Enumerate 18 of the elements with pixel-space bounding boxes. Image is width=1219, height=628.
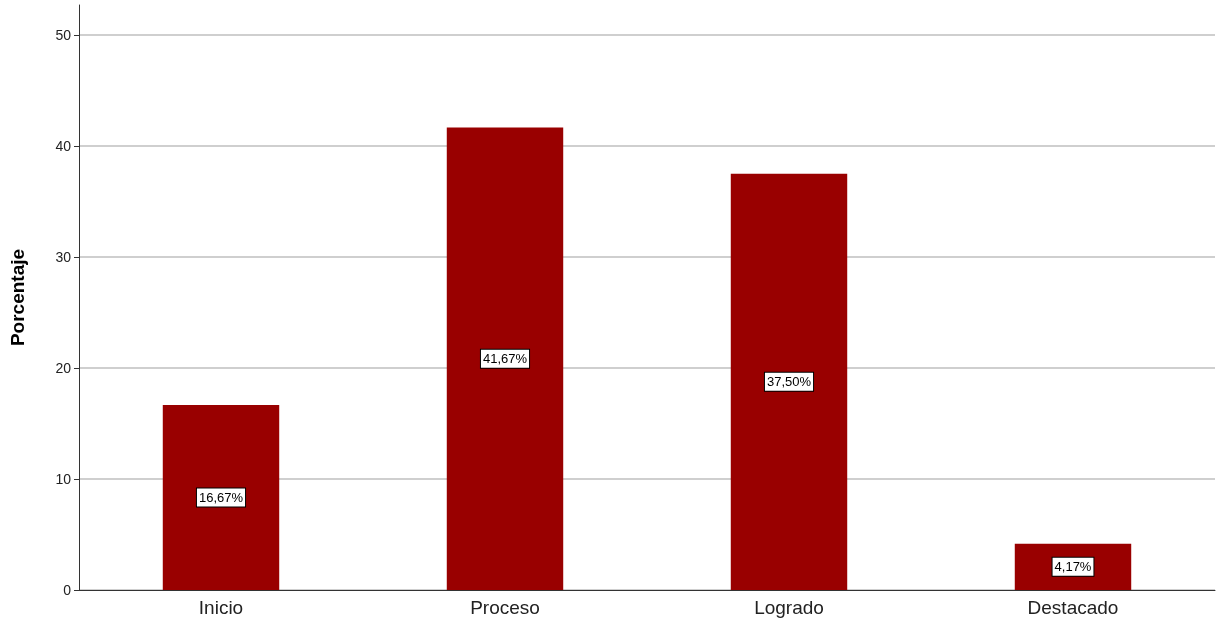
bar bbox=[446, 127, 564, 590]
y-tick-label: 30 bbox=[55, 248, 72, 265]
data-label: 37,50% bbox=[766, 374, 812, 390]
y-tick-label: 0 bbox=[63, 582, 72, 598]
x-tick-label: Proceso bbox=[470, 597, 540, 618]
y-tick-label: 50 bbox=[55, 26, 72, 43]
x-tick-label: Inicio bbox=[198, 597, 244, 618]
y-tick-label: 10 bbox=[55, 470, 72, 487]
data-label: 4,17% bbox=[1054, 559, 1092, 575]
x-tick-label: Destacado bbox=[1027, 597, 1119, 618]
y-tick-label: 20 bbox=[55, 359, 72, 376]
bar bbox=[730, 173, 848, 590]
data-label: 41,67% bbox=[482, 351, 528, 367]
bar bbox=[162, 404, 280, 590]
y-tick-label: 40 bbox=[55, 137, 72, 154]
y-axis-title: Porcentaje bbox=[7, 248, 28, 347]
data-label: 16,67% bbox=[198, 489, 244, 505]
x-tick-label: Logrado bbox=[754, 597, 824, 618]
